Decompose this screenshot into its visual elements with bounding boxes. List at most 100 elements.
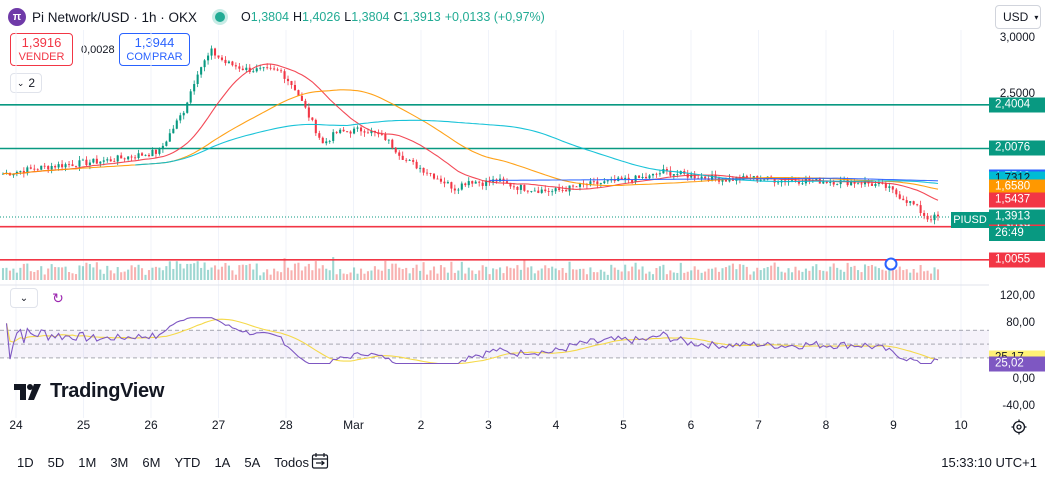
candle[interactable]	[172, 128, 175, 134]
candle[interactable]	[537, 190, 540, 193]
candle[interactable]	[54, 166, 57, 168]
candle[interactable]	[853, 181, 856, 184]
candle[interactable]	[481, 182, 484, 186]
candle[interactable]	[147, 154, 151, 157]
candle[interactable]	[620, 177, 623, 180]
candle[interactable]	[836, 184, 839, 185]
candle[interactable]	[759, 179, 762, 181]
candle[interactable]	[891, 186, 894, 190]
candle[interactable]	[353, 128, 356, 134]
candle[interactable]	[398, 152, 401, 156]
candle[interactable]	[387, 139, 390, 141]
candle[interactable]	[342, 129, 345, 132]
candle[interactable]	[558, 188, 561, 191]
candle[interactable]	[571, 185, 575, 187]
candle[interactable]	[905, 200, 908, 203]
candle[interactable]	[154, 149, 157, 154]
time-axis[interactable]: 24 25 26 27 28 Mar 2 3 4 5 6 7 8 9 10	[0, 418, 990, 436]
candle[interactable]	[453, 188, 456, 191]
candle[interactable]	[158, 148, 161, 154]
candle[interactable]	[220, 57, 224, 60]
candle[interactable]	[888, 186, 891, 188]
candle[interactable]	[200, 67, 203, 75]
rsi-ma-line[interactable]	[5, 318, 939, 365]
candle[interactable]	[165, 141, 168, 146]
candle[interactable]	[655, 173, 658, 175]
candle[interactable]	[366, 132, 370, 134]
candle[interactable]	[638, 175, 641, 178]
candle[interactable]	[245, 67, 248, 70]
candle[interactable]	[74, 166, 78, 167]
candle[interactable]	[186, 102, 189, 113]
candle[interactable]	[99, 161, 102, 164]
candle[interactable]	[293, 85, 297, 91]
candle[interactable]	[606, 180, 609, 182]
candle[interactable]	[43, 165, 46, 167]
candle[interactable]	[280, 70, 283, 72]
candle[interactable]	[589, 181, 592, 186]
gear-icon[interactable]	[1011, 419, 1027, 435]
candle[interactable]	[936, 214, 940, 217]
candle[interactable]	[825, 181, 828, 183]
candle[interactable]	[599, 183, 602, 185]
candle[interactable]	[426, 172, 429, 174]
candle[interactable]	[561, 190, 564, 191]
candle[interactable]	[467, 181, 470, 186]
timeframe-todos-button[interactable]: Todos	[274, 454, 309, 470]
candle[interactable]	[217, 55, 220, 58]
candle[interactable]	[436, 178, 439, 180]
candle[interactable]	[238, 66, 241, 69]
candle[interactable]	[909, 201, 912, 203]
candle[interactable]	[22, 170, 25, 174]
candle[interactable]	[797, 181, 801, 184]
calendar-icon[interactable]	[311, 452, 329, 470]
candle[interactable]	[335, 132, 338, 133]
candle[interactable]	[676, 173, 679, 175]
candle[interactable]	[123, 158, 126, 160]
candle[interactable]	[815, 178, 818, 181]
candle[interactable]	[106, 159, 109, 161]
candle[interactable]	[505, 181, 509, 183]
candle[interactable]	[662, 169, 665, 174]
candle[interactable]	[658, 173, 661, 175]
candle[interactable]	[134, 157, 137, 159]
candle[interactable]	[179, 115, 182, 121]
ma-100-line[interactable]	[135, 119, 939, 185]
candle[interactable]	[269, 67, 272, 69]
price-scale[interactable]: 3,0000 2,5000 120,00 80,00 0,00 -40,00 2,4004 2…	[989, 30, 1049, 412]
candle[interactable]	[380, 134, 383, 135]
candle[interactable]	[57, 164, 60, 168]
indicators-toggle-button[interactable]: ⌄ 2	[10, 73, 42, 93]
candle[interactable]	[624, 177, 627, 180]
candle[interactable]	[266, 67, 269, 69]
candle[interactable]	[446, 182, 449, 184]
candle[interactable]	[175, 120, 178, 129]
candle[interactable]	[912, 201, 915, 205]
candle[interactable]	[231, 61, 234, 66]
candle[interactable]	[651, 173, 655, 176]
candle[interactable]	[227, 61, 230, 64]
currency-button[interactable]: USD ▾	[995, 5, 1041, 29]
timeframe-3m-button[interactable]: 3M	[110, 454, 129, 470]
candle[interactable]	[644, 176, 648, 179]
candle[interactable]	[391, 139, 394, 148]
candle[interactable]	[530, 190, 533, 192]
candle[interactable]	[161, 145, 164, 149]
candle[interactable]	[151, 149, 154, 157]
candle[interactable]	[40, 165, 43, 170]
candle[interactable]	[61, 164, 64, 168]
candle[interactable]	[394, 147, 397, 153]
candle[interactable]	[127, 156, 130, 160]
timeframe-1a-button[interactable]: 1A	[214, 454, 231, 470]
candle[interactable]	[690, 174, 693, 178]
candle[interactable]	[88, 162, 91, 166]
candle[interactable]	[1, 173, 5, 175]
candle[interactable]	[346, 131, 349, 133]
candle[interactable]	[627, 177, 630, 181]
candle[interactable]	[877, 183, 880, 185]
candle[interactable]	[523, 185, 526, 191]
candle[interactable]	[36, 169, 39, 171]
candle[interactable]	[241, 68, 244, 70]
candle[interactable]	[450, 182, 453, 189]
candle[interactable]	[356, 127, 359, 129]
